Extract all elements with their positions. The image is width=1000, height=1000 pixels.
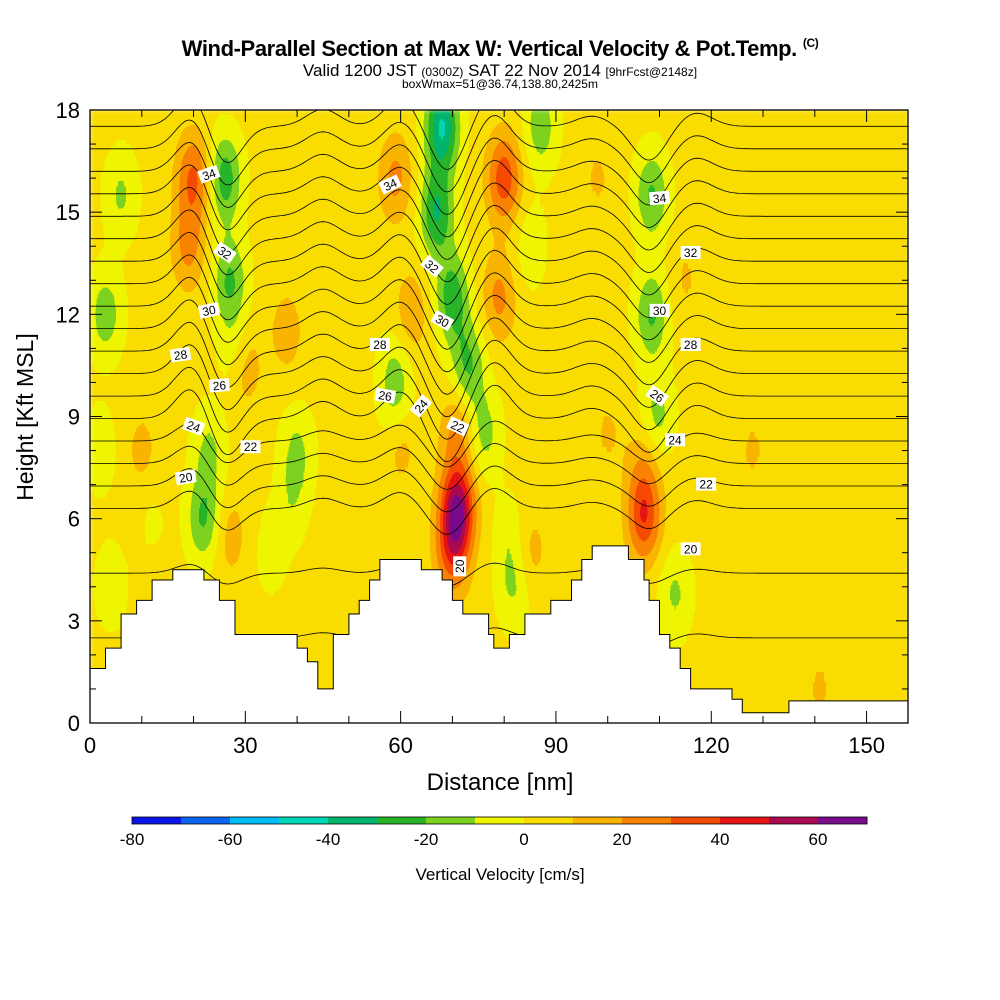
contour-label: 30 (649, 303, 670, 318)
theta-contour (90, 562, 908, 587)
contour-label: 26 (645, 384, 670, 407)
contour-label: 26 (374, 387, 397, 404)
valid-time-line: Valid 1200 JST (0300Z) SAT 22 Nov 2014 [… (0, 61, 1000, 81)
theta-contour (90, 465, 908, 513)
contour-label: 24 (409, 394, 433, 418)
y-axis-label: Height [Kft MSL] (12, 333, 38, 500)
colorbar-tick-label: -60 (218, 830, 243, 849)
y-tick-label: 15 (56, 200, 80, 225)
box-max-line: boxWmax=51@36.74,138.80,2425m (402, 77, 598, 91)
contour-label: 34 (197, 164, 221, 184)
contour-label: 28 (169, 346, 192, 363)
colorbar-tick-label: 0 (519, 830, 528, 849)
colorbar-swatch (181, 817, 231, 824)
contour-label: 28 (680, 338, 701, 352)
y-tick-label: 12 (56, 302, 80, 327)
colorbar-swatch (132, 817, 182, 824)
copyright-mark: (C) (802, 36, 819, 50)
contour-label: 30 (197, 301, 221, 319)
colorbar-swatch (671, 817, 721, 824)
colorbar-tick-label: -40 (316, 830, 341, 849)
colorbar-tick-label: 40 (711, 830, 730, 849)
x-tick-label: 150 (848, 733, 885, 758)
colorbar-swatch (818, 817, 868, 824)
contour-label: 32 (680, 246, 701, 260)
contour-label: 30 (430, 310, 455, 332)
theta-contour (90, 443, 908, 490)
contour-label: 24 (665, 433, 685, 447)
contour-label: 32 (212, 241, 237, 264)
colorbar-tick-label: -20 (414, 830, 439, 849)
contour-label: 20 (453, 556, 467, 577)
contour-label: 24 (182, 416, 206, 436)
theta-contour (90, 420, 908, 468)
theta-contour (90, 294, 908, 373)
contour-label: 20 (680, 542, 701, 556)
colorbar-swatch (426, 817, 476, 824)
theta-contour (90, 272, 908, 350)
x-tick-label: 120 (693, 733, 730, 758)
colorbar-tick-label: 20 (613, 830, 632, 849)
theta-contour (90, 137, 908, 215)
axes: 0 30 60 90 120 150 0 3 6 9 12 15 18 (56, 98, 908, 758)
x-tick-label: 30 (233, 733, 257, 758)
terrain-mask (90, 545, 908, 723)
contour-label: 22 (696, 477, 717, 492)
contour-label: 34 (378, 174, 402, 195)
theta-contour (90, 362, 908, 440)
theta-contour (90, 339, 908, 418)
contour-label: 22 (240, 440, 261, 454)
theta-contour (90, 384, 908, 463)
colorbar-swatch (622, 817, 672, 824)
y-tick-label: 6 (68, 507, 80, 532)
x-tick-label: 60 (388, 733, 412, 758)
theta-contour (90, 160, 908, 238)
contour-label: 32 (420, 254, 444, 278)
theta-contour (90, 249, 908, 328)
x-axis-label: Distance [nm] (427, 769, 574, 796)
valid-prefix: Valid 1200 JST (302, 61, 417, 80)
theta-contour (90, 227, 908, 305)
y-tick-label: 0 (68, 711, 80, 736)
valid-date: SAT 22 Nov 2014 (468, 61, 601, 80)
contour-label: 20 (174, 469, 197, 486)
colorbar-swatch (230, 817, 280, 824)
colorbar-swatch (328, 817, 378, 824)
y-tick-label: 3 (68, 609, 80, 634)
colorbar-swatch (524, 817, 574, 824)
y-tick-label: 18 (56, 98, 80, 123)
y-tick-label: 9 (68, 405, 80, 430)
colorbar-tick-label: 60 (809, 830, 828, 849)
colorbar-swatch (377, 817, 427, 824)
colorbar-swatch (769, 817, 819, 824)
colorbar-tick-label: -80 (120, 830, 145, 849)
title-main: Wind-Parallel Section at Max W: Vertical… (181, 36, 798, 61)
colorbar-swatch (279, 817, 329, 824)
forecast-tag: [9hrFcst@2148z] (605, 65, 698, 79)
contour-label: 34 (648, 190, 670, 206)
valid-utc: (0300Z) (421, 65, 464, 79)
potential-temperature-contours (90, 110, 908, 652)
contour-label: 26 (208, 377, 230, 393)
contour-label: 22 (446, 416, 470, 437)
colorbar-swatch (720, 817, 770, 824)
x-tick-label: 90 (544, 733, 568, 758)
colorbar-swatch (573, 817, 623, 824)
theta-contour (90, 115, 908, 193)
colorbar-swatch (475, 817, 525, 824)
theta-contour (90, 488, 908, 535)
contour-label: 28 (369, 338, 390, 352)
colorbar-label: Vertical Velocity [cm/s] (415, 865, 584, 884)
theta-contour (90, 110, 908, 170)
chart-title: Wind-Parallel Section at Max W: Vertical… (0, 36, 1000, 62)
theta-contour (90, 205, 908, 283)
x-tick-label: 0 (84, 733, 96, 758)
colorbar: -80 -60 -40 -20 0 20 40 60 (120, 816, 868, 849)
contour-labels: 34 32 30 28 26 24 22 20 34 32 30 28 26 24 22 20 34 32 30 28… (169, 164, 717, 577)
